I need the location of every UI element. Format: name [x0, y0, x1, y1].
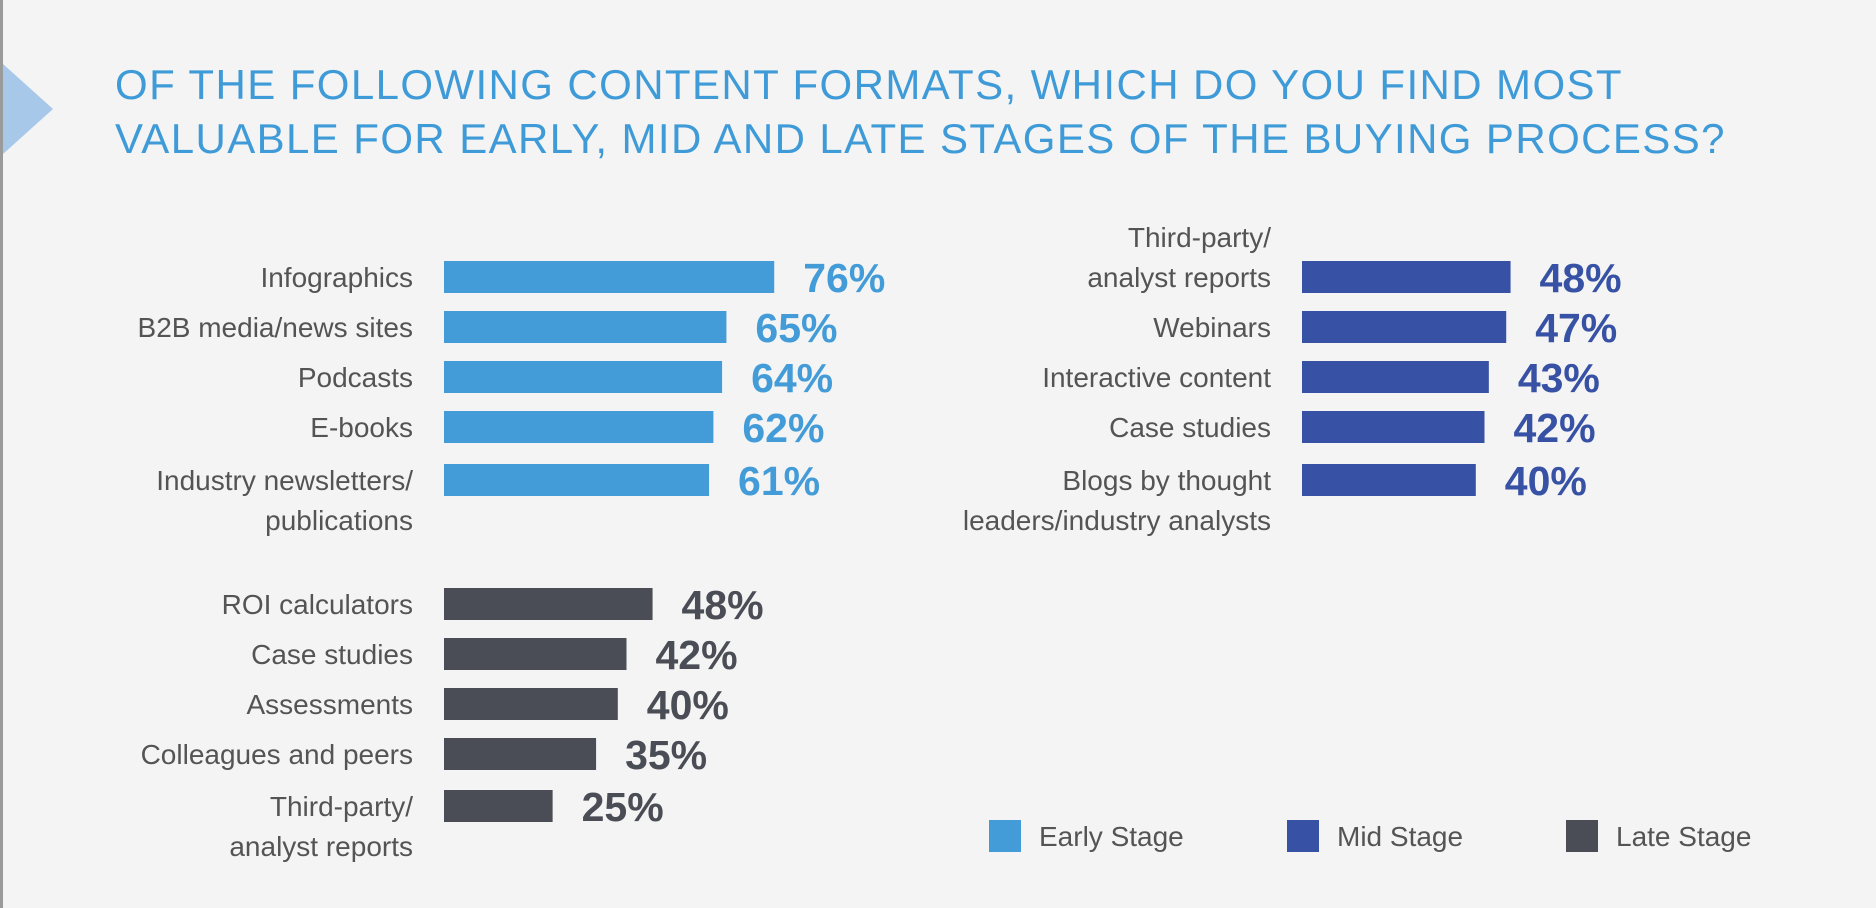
chart-title-line-1: OF THE FOLLOWING CONTENT FORMATS, WHICH … — [115, 61, 1623, 108]
mid-value-label-2: 47% — [1535, 305, 1617, 351]
late-stage-chart: 48% ROI calculators 42% Case studies 40% Asse… — [141, 582, 764, 862]
mid-bar-3 — [1302, 361, 1489, 393]
mid-bar-5 — [1302, 464, 1476, 496]
legend-label-mid: Mid Stage — [1337, 821, 1463, 852]
late-bar-1 — [444, 588, 653, 620]
section-arrow-marker — [3, 64, 53, 154]
mid-category-label-5: Blogs by thought leaders/industry analyst… — [963, 465, 1271, 536]
late-category-label-1: ROI calculators — [222, 589, 413, 620]
early-category-label-4: E-books — [310, 412, 413, 443]
chart-title-line-2: VALUABLE FOR EARLY, MID AND LATE STAGES … — [115, 115, 1726, 162]
early-bar-5 — [444, 464, 710, 496]
mid-category-label-2: Webinars — [1153, 312, 1271, 343]
late-category-label-4: Colleagues and peers — [141, 739, 413, 770]
mid-value-label-4: 42% — [1513, 405, 1595, 451]
early-stage-chart: 76% Infographics 65% B2B media/news sites 64… — [138, 255, 886, 536]
mid-category-label-4: Case studies — [1109, 412, 1271, 443]
mid-bar-4 — [1302, 411, 1485, 443]
late-value-label-5: 25% — [582, 784, 664, 830]
mid-category-label-1: Third-party/analyst reports — [1087, 222, 1271, 293]
late-value-label-2: 42% — [655, 632, 737, 678]
legend-swatch-late — [1566, 820, 1598, 852]
late-category-label-2: Case studies — [251, 639, 413, 670]
legend-label-late: Late Stage — [1616, 821, 1751, 852]
mid-bar-1 — [1302, 261, 1511, 293]
late-category-label-3: Assessments — [247, 689, 414, 720]
early-category-label-1: Infographics — [260, 262, 413, 293]
late-value-label-4: 35% — [625, 732, 707, 778]
early-value-label-4: 62% — [742, 405, 824, 451]
mid-bar-2 — [1302, 311, 1507, 343]
mid-value-label-3: 43% — [1518, 355, 1600, 401]
early-bar-1 — [444, 261, 775, 293]
mid-stage-chart: 48% Third-party/analyst reports 47% Webinar… — [963, 222, 1622, 536]
late-category-label-5: Third-party/analyst reports — [229, 791, 413, 862]
legend-swatch-early — [989, 820, 1021, 852]
late-bar-4 — [444, 738, 597, 770]
early-category-label-2: B2B media/news sites — [138, 312, 413, 343]
late-bar-3 — [444, 688, 618, 720]
late-bar-2 — [444, 638, 627, 670]
early-value-label-5: 61% — [738, 458, 820, 504]
early-bar-2 — [444, 311, 727, 343]
mid-category-label-3: Interactive content — [1042, 362, 1271, 393]
legend-swatch-mid — [1287, 820, 1319, 852]
chart-title: OF THE FOLLOWING CONTENT FORMATS, WHICH … — [115, 58, 1815, 166]
early-value-label-1: 76% — [803, 255, 885, 301]
early-bar-3 — [444, 361, 723, 393]
early-category-label-5: Industry newsletters/publications — [156, 465, 413, 536]
late-value-label-1: 48% — [682, 582, 764, 628]
early-category-label-3: Podcasts — [298, 362, 413, 393]
left-edge-rule — [0, 0, 3, 908]
late-value-label-3: 40% — [647, 682, 729, 728]
mid-value-label-1: 48% — [1540, 255, 1622, 301]
mid-value-label-5: 40% — [1505, 458, 1587, 504]
legend: Early Stage Mid Stage Late Stage — [989, 820, 1751, 852]
legend-label-early: Early Stage — [1039, 821, 1184, 852]
early-value-label-3: 64% — [751, 355, 833, 401]
early-bar-4 — [444, 411, 714, 443]
early-value-label-2: 65% — [755, 305, 837, 351]
late-bar-5 — [444, 790, 553, 822]
